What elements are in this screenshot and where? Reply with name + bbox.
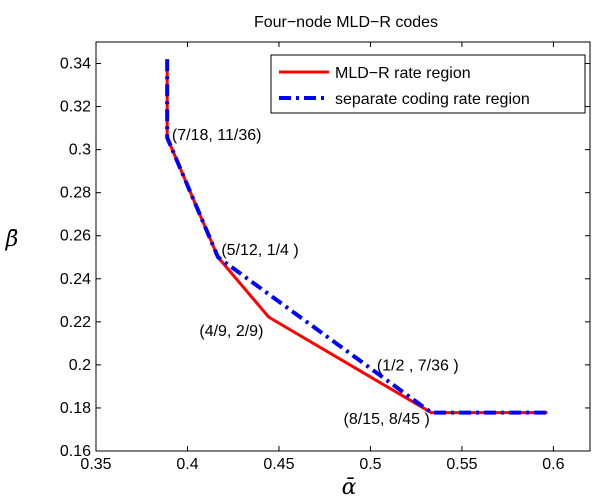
- x-axis-label: ᾱ: [342, 475, 357, 499]
- legend-label: separate coding rate region: [335, 91, 530, 108]
- y-tick-label: 0.2: [69, 357, 91, 374]
- x-tick-label: 0.45: [263, 456, 294, 473]
- y-tick-label: 0.18: [60, 400, 91, 417]
- series-layer: [165, 59, 548, 415]
- y-tick-label: 0.3: [69, 142, 91, 159]
- plot-frame: [95, 41, 591, 452]
- y-tick-label: 0.28: [60, 185, 91, 202]
- legend-box: [270, 54, 586, 114]
- x-tick-label: 0.5: [359, 456, 381, 473]
- legend: MLD−R rate region separate coding rate re…: [270, 54, 586, 114]
- annotation-layer: (7/18, 11/36) (5/12, 1/4 ) (4/9, 2/9) (1/2 …: [172, 127, 459, 428]
- point-annotation: (1/2 , 7/36 ): [377, 357, 459, 374]
- point-annotation: (4/9, 2/9): [199, 323, 263, 340]
- y-tick-label: 0.22: [60, 314, 91, 331]
- point-annotation: (8/15, 8/45 ): [344, 411, 430, 428]
- point-annotation: (5/12, 1/4 ): [221, 242, 298, 259]
- legend-label: MLD−R rate region: [335, 65, 471, 82]
- chart-title: Four−node MLD−R codes: [254, 14, 438, 31]
- y-tick-label: 0.34: [60, 56, 91, 73]
- y-tick-label: 0.32: [60, 99, 91, 116]
- x-tick-label: 0.6: [542, 456, 564, 473]
- axis-ticks: 0.35 0.4 0.45 0.5 0.55 0.6 0.16 0.18 0.2 0.22 0.24…: [60, 42, 590, 473]
- y-tick-label: 0.16: [60, 443, 91, 460]
- point-annotation: (7/18, 11/36): [172, 127, 262, 144]
- x-tick-label: 0.55: [446, 456, 477, 473]
- y-tick-label: 0.24: [60, 271, 91, 288]
- x-tick-label: 0.4: [176, 456, 198, 473]
- y-tick-label: 0.26: [60, 228, 91, 245]
- y-axis-label: β̄: [5, 227, 19, 252]
- x-tick-label: 0.35: [80, 456, 111, 473]
- series-line-2: [165, 59, 548, 415]
